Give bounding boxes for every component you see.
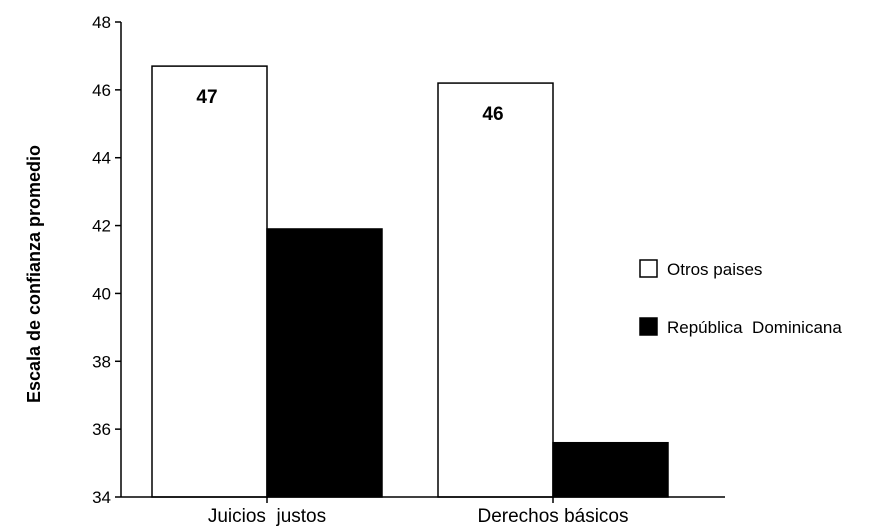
data-labels-layer: 47 46 <box>196 87 503 125</box>
y-axis <box>115 21 725 503</box>
legend-swatch <box>639 259 658 278</box>
legend: Otros paises República Dominicana <box>639 259 842 337</box>
y-tick-labels: 34 36 38 40 42 44 46 48 <box>92 13 111 507</box>
bar-otros-paises-1 <box>437 82 554 498</box>
bar-otros-paises-0 <box>151 65 268 498</box>
x-category-label: Juicios justos <box>208 506 326 527</box>
x-category-label: Derechos básicos <box>477 506 628 527</box>
y-tick-label: 34 <box>92 488 111 507</box>
y-tick-label: 38 <box>92 352 111 371</box>
x-category-labels: Juicios justos Derechos básicos <box>208 506 629 527</box>
y-tick-label: 48 <box>92 13 111 32</box>
y-tick-label: 36 <box>92 420 111 439</box>
y-tick-label: 44 <box>92 149 111 168</box>
y-axis-title: Escala de confianza promedio <box>24 145 44 403</box>
data-label: 47 <box>196 87 217 108</box>
legend-label: República Dominicana <box>667 318 842 337</box>
bar-republica-dominicana-1 <box>552 441 669 498</box>
y-tick-label: 46 <box>92 81 111 100</box>
y-tick-label: 40 <box>92 284 111 303</box>
legend-label: Otros paises <box>667 260 762 279</box>
y-tick-label: 42 <box>92 217 111 236</box>
bar-republica-dominicana-0 <box>266 228 383 498</box>
data-label: 46 <box>482 104 503 125</box>
bars-layer <box>151 65 669 498</box>
legend-swatch <box>639 317 658 336</box>
